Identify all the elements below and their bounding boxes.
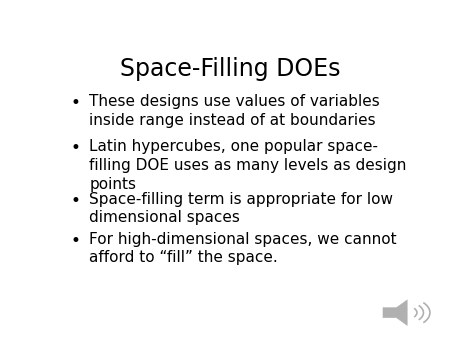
Polygon shape (383, 300, 407, 325)
Text: •: • (71, 94, 81, 112)
Text: •: • (71, 192, 81, 210)
Text: Space-filling term is appropriate for low
dimensional spaces: Space-filling term is appropriate for lo… (90, 192, 393, 225)
Text: •: • (71, 232, 81, 250)
Text: For high-dimensional spaces, we cannot
afford to “fill” the space.: For high-dimensional spaces, we cannot a… (90, 232, 397, 265)
Text: Space-Filling DOEs: Space-Filling DOEs (121, 57, 341, 81)
Text: Latin hypercubes, one popular space-
filling DOE uses as many levels as design
p: Latin hypercubes, one popular space- fil… (90, 140, 407, 192)
Text: These designs use values of variables
inside range instead of at boundaries: These designs use values of variables in… (90, 94, 380, 127)
Text: •: • (71, 140, 81, 158)
